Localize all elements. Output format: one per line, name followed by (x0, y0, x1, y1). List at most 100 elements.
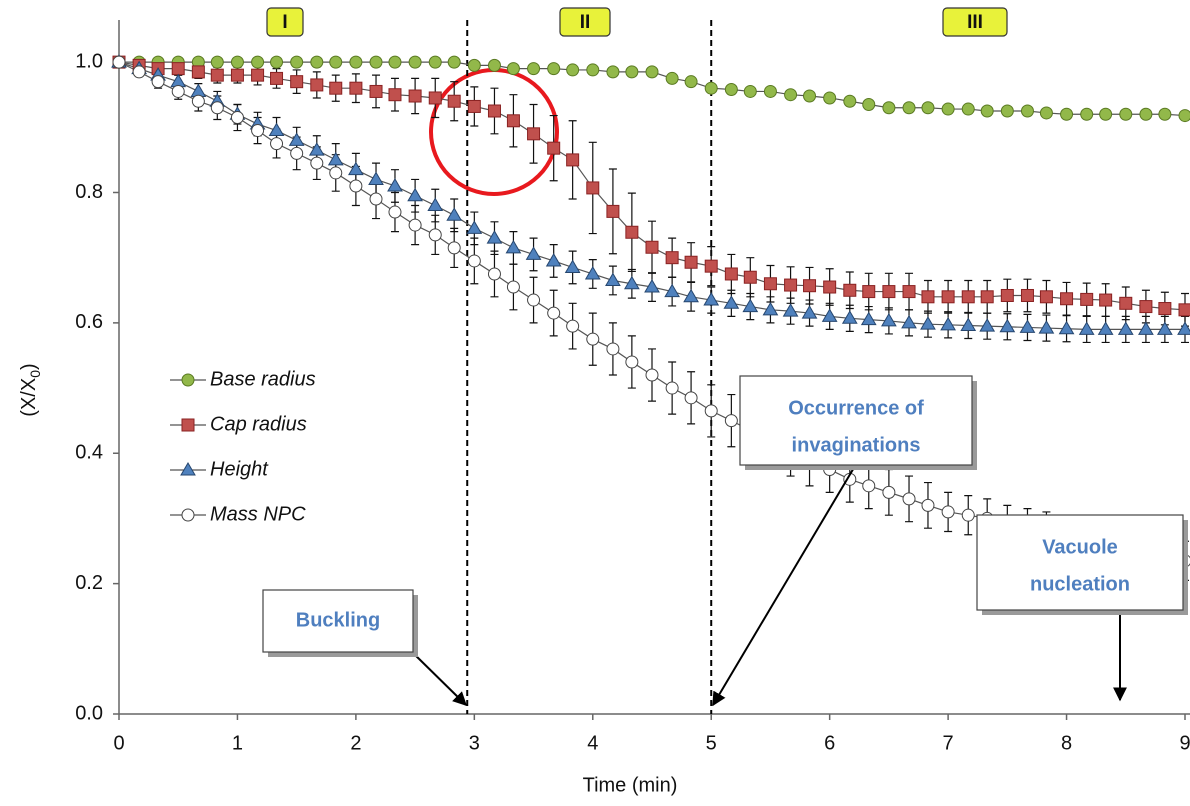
y-tick-label: 0.0 (75, 702, 103, 724)
marker (625, 65, 639, 79)
y-label-close: ) (18, 363, 40, 370)
marker (1177, 321, 1190, 335)
x-tick-label: 3 (469, 732, 480, 754)
marker (960, 317, 977, 331)
marker (181, 508, 195, 522)
marker (902, 285, 916, 299)
marker (527, 127, 541, 141)
y-tick-label: 0.4 (75, 442, 103, 464)
marker (1099, 293, 1113, 307)
marker (230, 68, 244, 82)
marker (329, 166, 343, 180)
marker (388, 55, 402, 69)
marker (645, 240, 659, 254)
x-tick-label: 0 (113, 732, 124, 754)
marker (665, 71, 679, 85)
marker (368, 171, 384, 185)
region-box (942, 7, 1008, 37)
marker (369, 192, 383, 206)
marker (606, 204, 620, 218)
marker (1099, 107, 1113, 121)
marker (623, 275, 640, 290)
marker (823, 91, 837, 105)
marker (349, 55, 363, 69)
region-label: I (282, 12, 287, 33)
marker (1097, 321, 1114, 335)
marker (586, 63, 600, 77)
marker (566, 63, 580, 77)
x-tick-label: 7 (943, 732, 954, 754)
marker (625, 355, 639, 369)
marker (428, 55, 442, 69)
marker (447, 94, 461, 108)
marker (902, 492, 916, 506)
marker (920, 316, 936, 330)
marker (841, 310, 858, 324)
marker (606, 342, 620, 356)
marker (310, 156, 324, 170)
marker (408, 218, 422, 232)
marker (191, 94, 205, 108)
marker (566, 153, 580, 167)
marker (999, 318, 1016, 333)
region-label: II (580, 12, 591, 33)
marker (270, 71, 284, 85)
marker (112, 55, 126, 69)
marker (428, 91, 442, 105)
annotation-arrow (712, 465, 856, 707)
marker (684, 75, 698, 89)
marker (803, 279, 817, 293)
marker (1080, 292, 1094, 306)
marker (801, 305, 818, 319)
marker (545, 252, 562, 267)
marker (566, 319, 580, 333)
marker (506, 114, 520, 128)
x-tick-label: 2 (350, 732, 361, 754)
marker (1178, 303, 1190, 317)
marker (782, 303, 799, 317)
marker (724, 267, 738, 281)
marker (941, 102, 955, 116)
y-label-main: (X/X (18, 378, 40, 417)
x-tick-label: 1 (232, 732, 243, 754)
y-tick-label: 0.6 (75, 311, 103, 333)
marker (180, 462, 196, 476)
marker (940, 316, 956, 331)
marker (784, 278, 798, 292)
y-tick-label: 0.2 (75, 572, 103, 594)
marker (1039, 290, 1053, 304)
marker (645, 368, 659, 382)
marker (606, 65, 620, 79)
marker (1060, 107, 1074, 121)
marker (329, 81, 343, 95)
marker (961, 508, 975, 522)
marker (349, 81, 363, 95)
x-tick-label: 6 (824, 732, 835, 754)
marker (843, 283, 857, 297)
marker (862, 285, 876, 299)
marker (941, 290, 955, 304)
marker (487, 267, 501, 281)
marker (1156, 321, 1173, 335)
legend-label: Mass NPC (210, 503, 306, 525)
marker (961, 290, 975, 304)
marker (704, 259, 718, 273)
marker (683, 288, 699, 303)
marker (1139, 300, 1153, 314)
marker (290, 55, 304, 69)
marker (862, 97, 876, 111)
marker (644, 279, 660, 293)
marker (290, 75, 304, 89)
marker (586, 181, 600, 195)
y-tick-label: 1.0 (75, 50, 103, 72)
marker (1158, 107, 1172, 121)
marker (487, 104, 501, 118)
marker (387, 177, 403, 192)
marker (724, 414, 738, 428)
marker (506, 62, 520, 76)
marker (704, 81, 718, 95)
marker (1078, 321, 1095, 335)
marker (310, 55, 324, 69)
